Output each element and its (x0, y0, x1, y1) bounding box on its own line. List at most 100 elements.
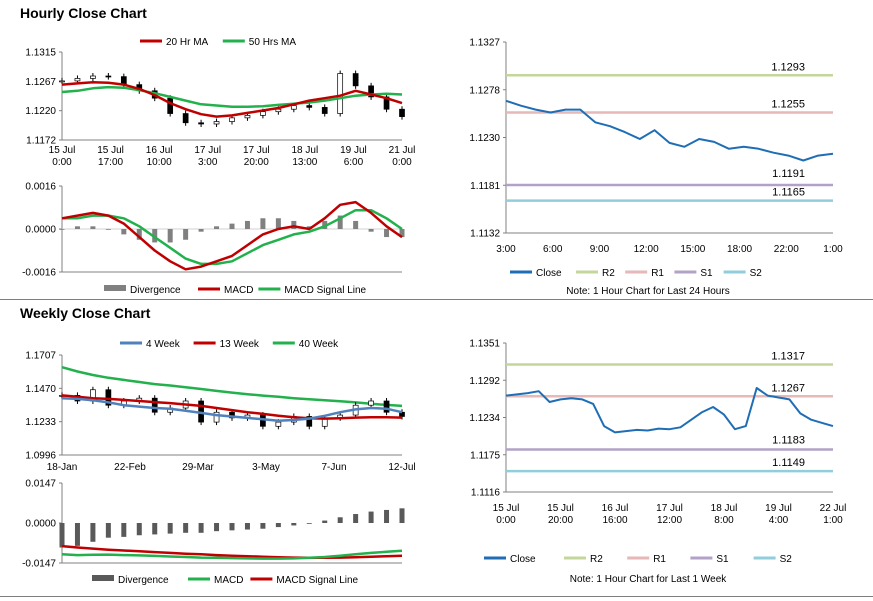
hourly-price-candle (229, 117, 235, 122)
hourly-divergence-bar (183, 229, 189, 240)
hourly-levels-xtick-label: 9:00 (590, 244, 610, 255)
weekly-levels-level-label: 1.1267 (771, 382, 805, 394)
hourly-price-xtick-label: 6:00 (344, 157, 364, 168)
weekly-price-xtick-label: 22-Feb (114, 462, 146, 473)
weekly-divergence-bar (244, 523, 250, 530)
hourly-ma50-line (61, 85, 403, 109)
hourly-price-ytick-label: 1.1172 (26, 136, 56, 147)
hourly-levels-xtick-label: 1:00 (823, 244, 843, 255)
hourly-price-candle (275, 108, 282, 113)
hourly-price-candle (399, 108, 405, 117)
hourly-price-candle (260, 111, 266, 116)
weekly-price-candle (368, 400, 374, 406)
hourly-price-xtick-label: 10:00 (147, 157, 172, 168)
weekly-macd-ytick-label: -0.0147 (22, 559, 56, 570)
hourly-macd-legend-label: Divergence (130, 285, 181, 296)
weekly-price-candle (105, 389, 112, 406)
weekly-price-xtick-label: 7-Jun (321, 462, 346, 473)
hourly-levels-legend-label: S1 (700, 268, 713, 279)
weekly-levels-xtick-label: 19 Jul (765, 503, 792, 514)
hourly-macd-ytick-label: 0.0016 (25, 182, 56, 193)
hourly-divergence-bar (121, 229, 127, 235)
weekly-divergence-bar (59, 523, 65, 548)
hourly-macd-legend-label: MACD (224, 285, 253, 296)
hourly-divergence-bar (399, 229, 405, 238)
weekly-ma40-line (61, 365, 403, 408)
weekly-divergence-bar (74, 523, 80, 546)
hourly-macd-legend-swatch (104, 285, 126, 291)
hourly-price-candle (290, 105, 297, 110)
hourly-levels-xtick-label: 3:00 (496, 244, 516, 255)
weekly-divergence-bar (353, 514, 359, 523)
hourly-price-candle (105, 75, 112, 78)
weekly-levels-legend-label: Close (510, 554, 536, 565)
weekly-levels-xtick-label: 16:00 (602, 515, 627, 526)
hourly-price-candle (306, 105, 313, 108)
hourly-price-candle (321, 107, 328, 114)
weekly-levels-xtick-label: 0:00 (496, 515, 516, 526)
hourly-divergence-bar (368, 229, 374, 232)
hourly-divergence-bar (90, 226, 96, 229)
weekly-levels-xtick-label: 22 Jul (820, 503, 847, 514)
hourly-macd-ytick-label: 0.0000 (25, 225, 56, 236)
weekly-divergence-bar (291, 523, 297, 526)
bottom-divider (0, 596, 873, 597)
hourly-price-legend-label: 20 Hr MA (166, 37, 209, 48)
hourly-divergence-bar (244, 220, 250, 229)
hourly-divergence-bar (353, 220, 359, 229)
weekly-levels-xtick-label: 4:00 (769, 515, 789, 526)
hourly-macd-line (61, 200, 403, 271)
hourly-levels-xtick-label: 22:00 (774, 244, 799, 255)
weekly-levels-xtick-label: 16 Jul (602, 503, 629, 514)
hourly-levels-close-line (505, 99, 834, 162)
weekly-divergence-bar (275, 523, 281, 528)
weekly-levels-ytick-label: 1.1116 (471, 488, 501, 499)
hourly-divergence-bar (291, 220, 297, 229)
hourly-price-candle (74, 78, 81, 82)
weekly-levels-legend-label: R1 (653, 554, 666, 565)
hourly-levels-ytick-label: 1.1181 (470, 181, 500, 192)
hourly-price-ytick-label: 1.1267 (25, 77, 56, 88)
weekly-price-candle (275, 421, 282, 427)
weekly-divergence-bar (306, 523, 312, 524)
hourly-signal-line (62, 208, 403, 266)
hourly-price-candle (90, 75, 96, 79)
hourly-macd-ytick-label: -0.0016 (22, 268, 56, 279)
hourly-levels-note: Note: 1 Hour Chart for Last 24 Hours (566, 286, 729, 297)
hourly-price-candle (383, 96, 390, 110)
weekly-price-candle (151, 397, 158, 413)
weekly-levels-legend-label: S2 (780, 554, 793, 565)
weekly-price-legend-label: 4 Week (146, 339, 181, 350)
hourly-divergence-bar (384, 229, 390, 238)
weekly-levels-legend-label: S1 (716, 554, 729, 565)
hourly-price-xtick-label: 20:00 (244, 157, 269, 168)
hourly-price-ytick-label: 1.1315 (25, 48, 56, 59)
weekly-levels-ytick-label: 1.1351 (469, 339, 500, 350)
hourly-divergence-bar (275, 218, 281, 229)
weekly-levels-note: Note: 1 Hour Chart for Last 1 Week (570, 574, 728, 585)
weekly-divergence-bar (152, 523, 158, 535)
weekly-levels-level-label: 1.1317 (771, 351, 805, 363)
weekly-ma4-line (61, 396, 403, 422)
weekly-levels-ytick-label: 1.1175 (470, 450, 500, 461)
weekly-macd-legend-label: Divergence (118, 575, 169, 586)
hourly-price-xtick-label: 0:00 (392, 157, 412, 168)
hourly-divergence-bar (105, 229, 111, 230)
weekly-section-title: Weekly Close Chart (20, 305, 151, 321)
weekly-divergence-bar (322, 520, 328, 523)
weekly-levels-xtick-label: 15 Jul (493, 503, 520, 514)
weekly-macd-legend-label: MACD Signal Line (276, 575, 358, 586)
weekly-levels-xtick-label: 12:00 (657, 515, 682, 526)
hourly-price-candle (352, 73, 359, 87)
weekly-divergence-bar (214, 523, 220, 532)
weekly-macd-legend-swatch (92, 575, 114, 581)
weekly-levels-xtick-label: 15 Jul (547, 503, 574, 514)
weekly-price-candle (213, 411, 220, 423)
hourly-divergence-bar (229, 223, 235, 229)
weekly-macd-line (61, 549, 403, 560)
weekly-divergence-bar (183, 523, 189, 533)
weekly-divergence-bar (229, 523, 235, 531)
hourly-price-ytick-label: 1.1220 (25, 106, 56, 117)
weekly-levels-xtick-label: 17 Jul (656, 503, 683, 514)
weekly-divergence-bar (198, 523, 204, 533)
